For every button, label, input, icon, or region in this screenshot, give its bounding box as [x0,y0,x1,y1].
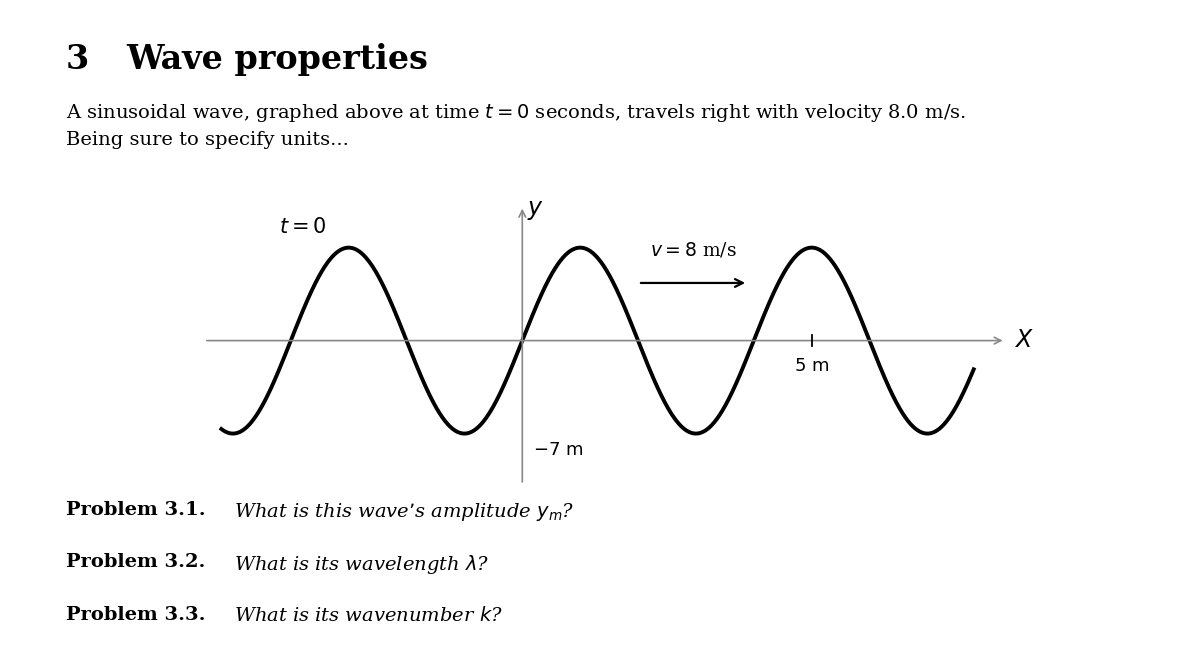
Text: Wave properties: Wave properties [126,43,428,75]
Text: $y$: $y$ [527,198,544,221]
Text: $\mathsf{-7\ m}$: $\mathsf{-7\ m}$ [533,441,583,459]
Text: 3: 3 [66,43,89,75]
Text: $5\ \mathrm{m}$: $5\ \mathrm{m}$ [794,358,829,375]
Text: $t = 0$: $t = 0$ [278,217,326,237]
Text: A sinusoidal wave, graphed above at time $t = 0$ seconds, travels right with vel: A sinusoidal wave, graphed above at time… [66,102,966,124]
Text: $v = 8$ m/s: $v = 8$ m/s [649,241,737,260]
Text: Being sure to specify units...: Being sure to specify units... [66,131,349,149]
Text: Problem 3.3.: Problem 3.3. [66,606,205,624]
Text: What is its wavenumber $k$?: What is its wavenumber $k$? [234,606,503,625]
Text: Problem 3.2.: Problem 3.2. [66,553,205,571]
Text: $X$: $X$ [1014,329,1034,352]
Text: What is its wavelength $\lambda$?: What is its wavelength $\lambda$? [234,553,490,576]
Text: What is this wave’s amplitude $y_m$?: What is this wave’s amplitude $y_m$? [234,501,575,523]
Text: Problem 3.1.: Problem 3.1. [66,501,205,519]
